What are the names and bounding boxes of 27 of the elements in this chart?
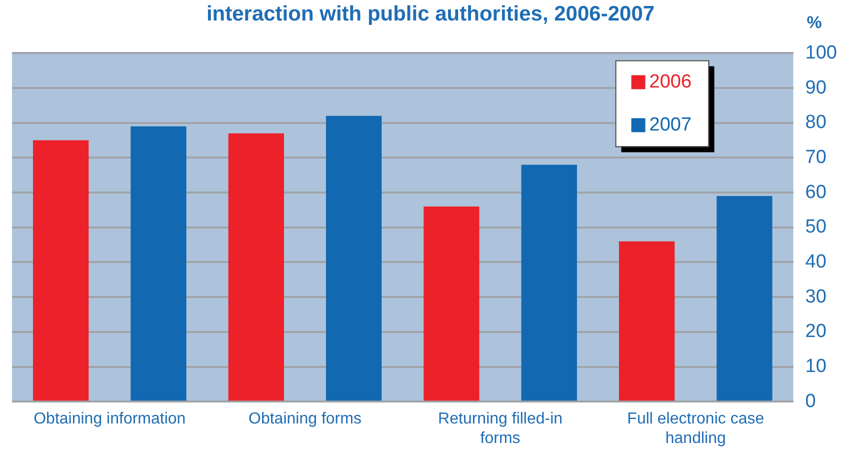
bar: [130, 126, 186, 401]
legend-label: 2006: [649, 71, 692, 92]
x-tick-label: Obtaining information: [34, 410, 186, 428]
bar: [424, 206, 480, 401]
y-tick-label: 10: [805, 356, 826, 377]
y-tick-label: 60: [805, 182, 826, 203]
bar: [228, 133, 284, 401]
x-tick-label: Full electronic case handling: [627, 410, 764, 447]
bar: [618, 241, 675, 401]
y-tick-label: 20: [805, 321, 826, 342]
y-tick-label: 80: [805, 112, 826, 134]
y-tick-label: 50: [805, 216, 826, 238]
bar: [33, 140, 89, 401]
y-tick-label: 100: [805, 42, 837, 64]
y-tick-label: 90: [805, 77, 826, 98]
bar: [521, 164, 577, 401]
legend-label: 2007: [649, 114, 692, 136]
y-tick-label: 70: [805, 146, 826, 168]
bar: [716, 196, 772, 401]
x-tick-label: Obtaining forms: [248, 410, 362, 428]
y-tick-label: 30: [805, 286, 826, 308]
chart-title: interaction with public authorities, 2006-2007: [206, 2, 655, 26]
y-tick-label: 40: [805, 251, 826, 272]
y-tick-label: 0: [805, 390, 816, 412]
y-axis-title: %: [806, 12, 822, 32]
bar: [326, 116, 382, 401]
x-tick-label: Returning filled-in forms: [438, 410, 563, 447]
